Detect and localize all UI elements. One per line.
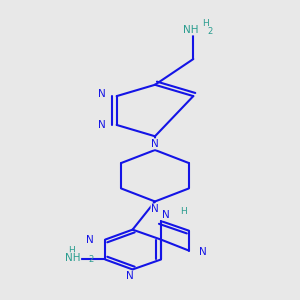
Text: 2: 2 bbox=[88, 255, 93, 264]
Text: N: N bbox=[98, 89, 106, 99]
Text: N: N bbox=[199, 247, 207, 257]
Text: N: N bbox=[126, 271, 134, 281]
Text: NH: NH bbox=[65, 253, 81, 263]
Text: N: N bbox=[86, 235, 94, 244]
Text: NH: NH bbox=[183, 25, 199, 35]
Text: H: H bbox=[202, 19, 209, 28]
Text: N: N bbox=[151, 204, 159, 214]
Text: N: N bbox=[162, 210, 170, 220]
Text: N: N bbox=[98, 120, 106, 130]
Text: H: H bbox=[180, 207, 187, 216]
Text: 2: 2 bbox=[207, 27, 212, 36]
Text: H: H bbox=[68, 246, 75, 255]
Text: N: N bbox=[151, 139, 159, 149]
